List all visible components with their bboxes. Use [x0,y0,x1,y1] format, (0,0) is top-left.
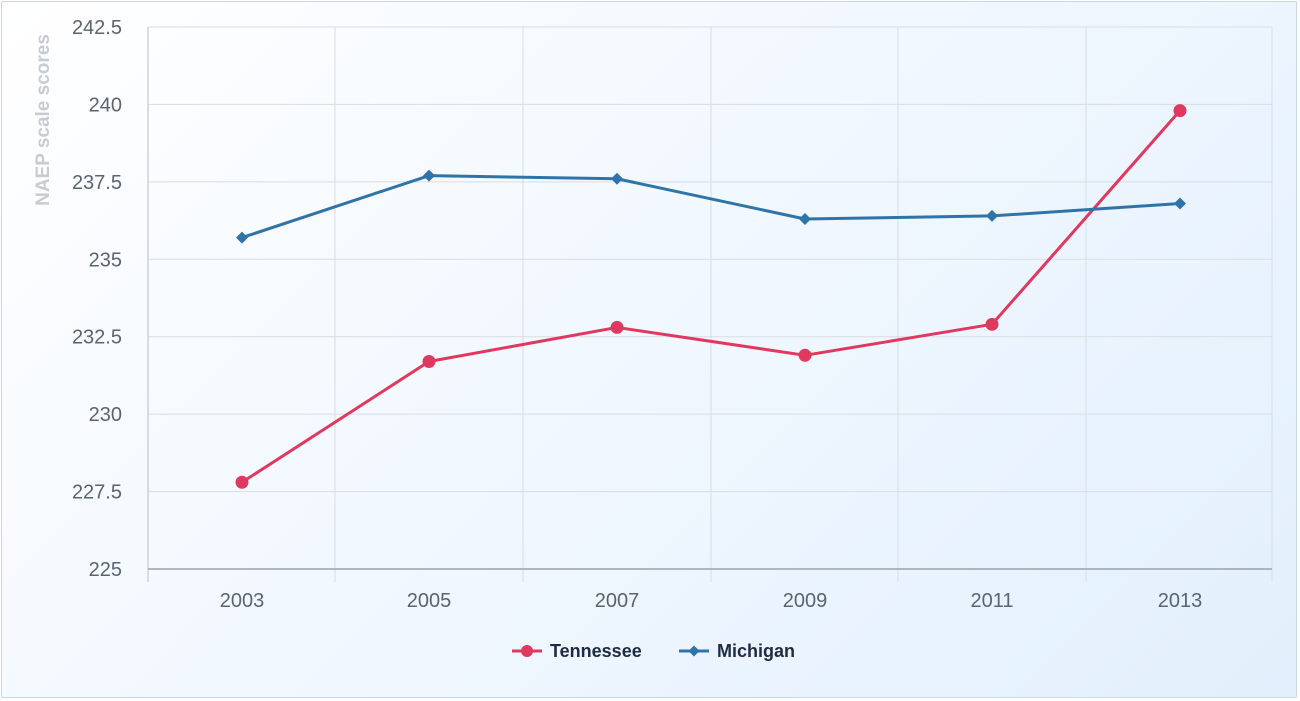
legend-item-tennessee: Tennessee [512,641,642,661]
series-michigan [236,169,1186,244]
grid-lines [147,26,1273,582]
x-tick-label: 2005 [407,590,452,612]
data-point [610,320,624,334]
series-group [235,104,1187,489]
legend-marker [521,645,533,657]
data-point [235,475,249,489]
x-tick-label: 2009 [783,590,828,612]
legend-label: Tennessee [550,641,642,661]
series-line-michigan [240,174,1182,240]
data-point [985,317,999,331]
legend-label: Michigan [717,641,795,661]
legend-item-michigan: Michigan [679,641,795,661]
legend: Tennessee Michigan [512,641,795,661]
data-point [422,354,436,368]
x-tick-label: 2007 [595,590,640,612]
data-point [423,169,435,182]
series-tennessee [235,104,1187,489]
x-tick-label: 2013 [1158,590,1203,612]
x-tick-label: 2003 [220,590,265,612]
y-tick-label: 227.5 [72,482,122,504]
y-tick-label: 235 [89,249,122,271]
y-tick-labels: 225 227.5 230 232.5 235 237.5 240 242.5 [72,17,122,581]
data-point [798,348,812,362]
data-point [1173,104,1187,118]
data-point [236,231,248,244]
x-tick-labels: 2003 2005 2007 2009 2011 2013 [220,590,1203,612]
series-line-tennessee [240,109,1182,484]
axes [147,27,1272,582]
y-tick-label: 232.5 [72,327,122,349]
y-tick-label: 225 [89,559,122,581]
data-point [799,213,811,226]
y-tick-label: 240 [89,94,122,116]
data-point [1174,197,1186,210]
y-tick-label: 242.5 [72,17,122,39]
data-point [611,172,623,185]
x-tick-label: 2011 [970,590,1013,612]
y-axis-label: NAEP scale scores [33,34,54,206]
data-point [986,209,998,222]
legend-marker [688,645,700,657]
y-tick-label: 237.5 [72,172,122,194]
y-tick-label: 230 [89,404,122,426]
